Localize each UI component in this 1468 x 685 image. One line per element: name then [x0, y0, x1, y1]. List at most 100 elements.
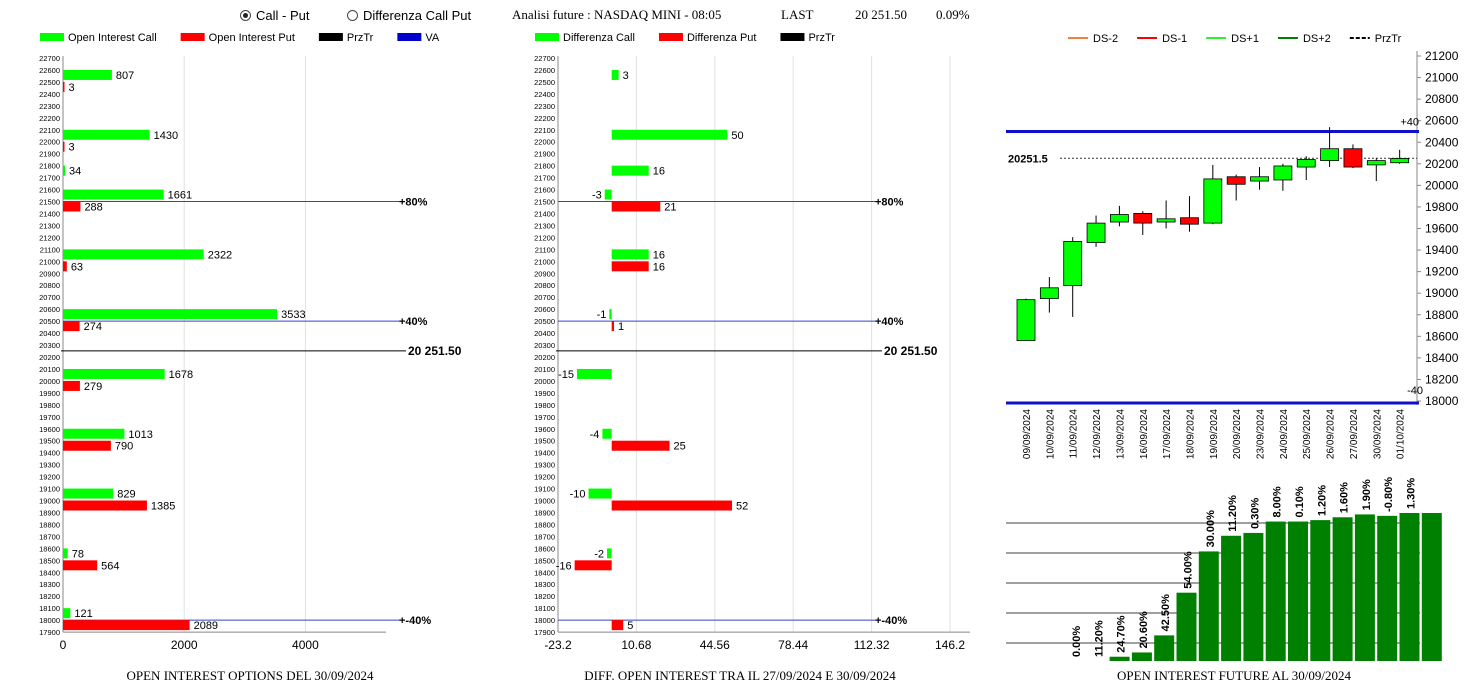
x-tick-label: 44.56: [700, 638, 730, 652]
radio-differenza-label: Differenza Call Put: [363, 8, 472, 23]
call-bar-label: -1: [597, 309, 607, 321]
legend-swatch: [180, 33, 205, 41]
put-bar-label: 2089: [194, 620, 218, 632]
strike-label: 21600: [39, 186, 60, 195]
oi-bar: [1332, 517, 1353, 661]
x-tick-label: 112.32: [854, 638, 890, 652]
call-bar-label: 34: [69, 166, 81, 178]
legend-label: PrzTr: [808, 32, 835, 44]
date-label: 20/09/2024: [1232, 409, 1243, 459]
candle-body: [1320, 148, 1339, 161]
strike-label: 18800: [534, 520, 555, 529]
legend-label: VA: [425, 32, 440, 44]
strike-label: 20500: [534, 317, 555, 326]
strike-label: 22200: [39, 114, 60, 123]
call-bar: [63, 608, 71, 619]
strike-label: 18100: [39, 604, 60, 613]
call-bar: [611, 69, 619, 80]
candle-body: [1343, 148, 1363, 168]
strike-label: 22400: [39, 90, 60, 99]
y-tick-label: 18600: [1425, 329, 1459, 343]
strike-label: 18300: [534, 580, 555, 589]
strike-label: 17900: [39, 628, 60, 637]
strike-label: 19500: [39, 437, 60, 446]
call-bar-label: 829: [117, 489, 135, 501]
candle-body: [1250, 176, 1269, 182]
put-bar: [611, 440, 670, 451]
oi-bar-label: 0.30%: [1249, 498, 1261, 529]
call-bar: [63, 189, 164, 200]
legend-label: PrzTr: [1375, 33, 1402, 45]
date-label: 27/09/2024: [1349, 409, 1360, 459]
strike-label: 21200: [534, 233, 555, 242]
strike-label: 22700: [39, 54, 60, 63]
date-label: 26/09/2024: [1326, 409, 1337, 459]
strike-label: 20600: [39, 305, 60, 314]
lower-level-label: -40: [1407, 385, 1423, 397]
oi-bar: [1243, 532, 1264, 661]
call-bar: [63, 249, 204, 260]
chart4-title: OPEN INTEREST FUTURE AL 30/09/2024: [1116, 668, 1351, 683]
strike-label: 22000: [39, 138, 60, 147]
strike-label: 21600: [534, 186, 555, 195]
date-label: 19/09/2024: [1209, 409, 1220, 459]
strike-label: 22100: [39, 126, 60, 135]
x-tick-label: -23.2: [544, 638, 572, 652]
call-bar: [63, 129, 150, 140]
legend-label: DS-2: [1093, 33, 1118, 45]
candle-body: [1086, 222, 1106, 243]
candle-body: [1133, 213, 1153, 224]
radio-call-put[interactable]: Call - Put: [240, 8, 309, 23]
put-bar-label: 5: [627, 620, 633, 632]
legend-label: Open Interest Put: [209, 32, 295, 44]
last-value: 20 251.50: [855, 7, 907, 22]
call-bar-label: 50: [731, 130, 743, 142]
strike-label: 20400: [39, 329, 60, 338]
oi-bar-label: 1.20%: [1316, 485, 1328, 516]
oi-bar-label: 11.20%: [1227, 495, 1239, 532]
radio-call-put-label: Call - Put: [256, 8, 310, 23]
strike-label: 21000: [39, 257, 60, 266]
call-bar: [602, 428, 612, 439]
date-label: 25/09/2024: [1302, 409, 1313, 459]
put-bar-label: 16: [653, 261, 665, 273]
x-tick-label: 78.44: [778, 638, 808, 652]
put-bar: [63, 321, 80, 332]
oi-bar-label: 1.30%: [1406, 478, 1418, 509]
call-bar: [611, 129, 728, 140]
put-bar: [63, 380, 80, 391]
strike-label: 22600: [534, 66, 555, 75]
oi-bar-label: 8.00%: [1272, 486, 1284, 517]
y-tick-label: 18200: [1425, 372, 1459, 386]
oi-bar: [1310, 520, 1331, 661]
call-bar-label: 1430: [154, 130, 178, 142]
radio-differenza[interactable]: Differenza Call Put: [347, 8, 471, 23]
strike-label: 18900: [534, 508, 555, 517]
strike-label: 21900: [39, 150, 60, 159]
analisi-title: Analisi future : NASDAQ MINI - 08:05: [512, 7, 722, 22]
put-bar: [63, 261, 67, 272]
oi-bar: [1265, 521, 1286, 661]
strike-label: 19300: [39, 461, 60, 470]
strike-label: 20700: [39, 293, 60, 302]
put-bar-label: 790: [115, 441, 133, 453]
call-bar: [611, 249, 649, 260]
price-label: 20 251.50: [884, 344, 938, 358]
strike-label: 20300: [39, 341, 60, 350]
oi-bar: [1288, 521, 1308, 661]
legend-swatch: [780, 33, 805, 41]
radio-empty-icon: [347, 10, 358, 21]
strike-label: 18600: [39, 544, 60, 553]
strike-label: 18400: [534, 568, 555, 577]
date-label: 17/09/2024: [1162, 409, 1173, 459]
call-bar: [607, 548, 612, 559]
y-tick-label: 20400: [1425, 135, 1459, 149]
strike-label: 19100: [534, 485, 555, 494]
put-bar-label: 274: [84, 321, 102, 333]
strike-label: 21300: [39, 221, 60, 230]
strike-label: 20100: [39, 365, 60, 374]
call-bar-label: 78: [72, 548, 84, 560]
strike-label: 19600: [534, 425, 555, 434]
candle-body: [1156, 218, 1176, 223]
y-tick-label: 19600: [1425, 222, 1459, 236]
